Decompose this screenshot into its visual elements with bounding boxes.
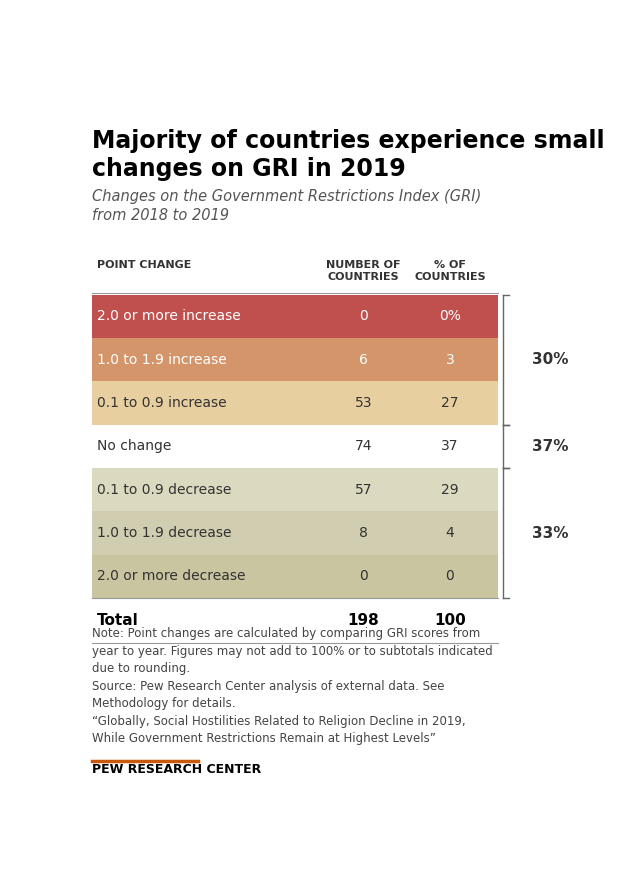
Bar xyxy=(92,381,498,425)
Text: 53: 53 xyxy=(355,396,372,410)
Bar xyxy=(92,425,498,468)
Text: 0: 0 xyxy=(446,569,454,584)
Text: 37: 37 xyxy=(441,439,459,453)
Text: Changes on the Government Restrictions Index (GRI)
from 2018 to 2019: Changes on the Government Restrictions I… xyxy=(92,189,481,223)
Text: 2.0 or more increase: 2.0 or more increase xyxy=(97,309,241,324)
Bar xyxy=(92,338,498,381)
Text: 27: 27 xyxy=(441,396,459,410)
Text: 6: 6 xyxy=(359,352,368,367)
Text: 0: 0 xyxy=(359,569,368,584)
Bar xyxy=(92,294,498,338)
Text: 198: 198 xyxy=(348,613,379,628)
Text: 8: 8 xyxy=(359,526,368,540)
Bar xyxy=(92,554,498,598)
Text: Note: Point changes are calculated by comparing GRI scores from
year to year. Fi: Note: Point changes are calculated by co… xyxy=(92,627,493,745)
Text: 0.1 to 0.9 decrease: 0.1 to 0.9 decrease xyxy=(97,483,231,497)
Text: No change: No change xyxy=(97,439,171,453)
Text: 74: 74 xyxy=(355,439,372,453)
Text: 29: 29 xyxy=(441,483,459,497)
Text: PEW RESEARCH CENTER: PEW RESEARCH CENTER xyxy=(92,763,261,776)
Text: 1.0 to 1.9 decrease: 1.0 to 1.9 decrease xyxy=(97,526,231,540)
Text: 4: 4 xyxy=(446,526,454,540)
Text: % OF
COUNTRIES: % OF COUNTRIES xyxy=(414,260,485,282)
Text: 3: 3 xyxy=(446,352,454,367)
Text: 57: 57 xyxy=(355,483,372,497)
Text: POINT CHANGE: POINT CHANGE xyxy=(97,260,191,270)
Text: 1.0 to 1.9 increase: 1.0 to 1.9 increase xyxy=(97,352,226,367)
Text: 2.0 or more decrease: 2.0 or more decrease xyxy=(97,569,246,584)
Text: 37%: 37% xyxy=(531,439,568,454)
Text: Total: Total xyxy=(97,613,138,628)
Bar xyxy=(92,468,498,511)
Text: 0.1 to 0.9 increase: 0.1 to 0.9 increase xyxy=(97,396,226,410)
Text: 33%: 33% xyxy=(531,526,568,541)
Text: 0: 0 xyxy=(359,309,368,324)
Text: NUMBER OF
COUNTRIES: NUMBER OF COUNTRIES xyxy=(326,260,401,282)
Text: 30%: 30% xyxy=(531,352,568,367)
Text: 0%: 0% xyxy=(439,309,461,324)
Text: Majority of countries experience small
changes on GRI in 2019: Majority of countries experience small c… xyxy=(92,130,604,181)
Text: 100: 100 xyxy=(434,613,466,628)
Bar xyxy=(92,511,498,554)
